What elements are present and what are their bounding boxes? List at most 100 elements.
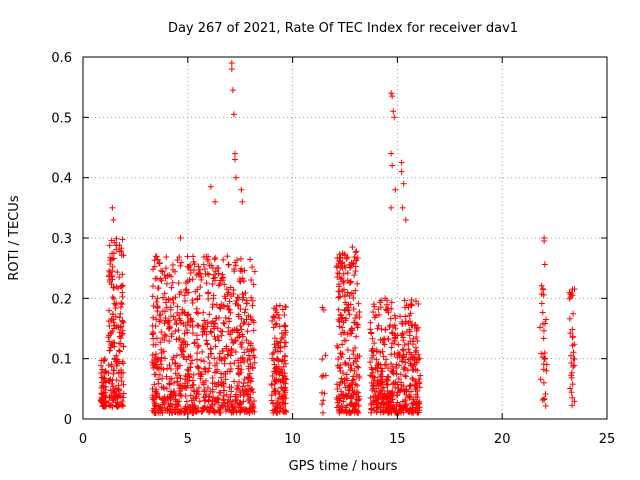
data-point xyxy=(225,328,232,335)
data-point xyxy=(233,174,240,181)
data-point xyxy=(174,374,181,381)
data-point xyxy=(320,397,327,404)
data-point xyxy=(211,333,218,340)
data-point xyxy=(349,244,356,251)
data-point xyxy=(392,384,399,391)
data-point xyxy=(389,369,396,376)
data-point xyxy=(162,275,169,282)
data-point xyxy=(241,319,248,326)
data-point xyxy=(413,333,420,340)
data-point xyxy=(388,90,395,97)
data-point xyxy=(119,327,126,334)
data-point xyxy=(389,162,396,169)
data-point xyxy=(319,304,326,311)
data-point xyxy=(395,349,402,356)
data-point xyxy=(216,354,223,361)
data-point xyxy=(216,280,223,287)
data-point xyxy=(120,394,127,401)
data-point xyxy=(233,396,240,403)
data-point xyxy=(355,364,362,371)
data-point xyxy=(250,327,257,334)
data-point xyxy=(385,374,392,381)
data-point xyxy=(251,354,258,361)
data-point xyxy=(388,329,395,336)
data-point xyxy=(378,378,385,385)
data-point xyxy=(390,404,397,411)
data-point xyxy=(378,399,385,406)
data-point xyxy=(106,322,113,329)
data-point xyxy=(208,329,215,336)
data-point xyxy=(232,262,239,269)
data-point xyxy=(407,382,414,389)
data-point xyxy=(538,350,545,357)
data-point xyxy=(149,394,156,401)
data-point xyxy=(248,347,255,354)
data-point xyxy=(393,365,400,372)
data-point xyxy=(342,360,349,367)
data-point xyxy=(570,363,577,370)
data-point xyxy=(233,409,240,416)
data-point xyxy=(195,384,202,391)
data-point xyxy=(118,323,125,330)
data-point xyxy=(204,341,211,348)
axes: 0 5 10 15 20 25 0 0.1 0.2 0.3 0.4 0.5 0.6 xyxy=(51,51,615,447)
data-point xyxy=(216,304,223,311)
data-point xyxy=(407,405,414,412)
data-point xyxy=(368,347,375,354)
data-point xyxy=(198,274,205,281)
data-point xyxy=(177,262,184,269)
data-point xyxy=(247,256,254,263)
data-point xyxy=(413,402,420,409)
data-point xyxy=(375,383,382,390)
data-point xyxy=(239,275,246,282)
data-point xyxy=(382,295,389,302)
data-point xyxy=(386,395,393,402)
data-point xyxy=(151,263,158,270)
data-point xyxy=(389,323,396,330)
data-point xyxy=(212,398,219,405)
data-point xyxy=(268,397,275,404)
data-point xyxy=(249,346,256,353)
data-point xyxy=(275,342,282,349)
y-tick-label: 0 xyxy=(64,413,72,428)
data-point xyxy=(200,405,207,412)
data-point xyxy=(221,303,228,310)
data-point xyxy=(391,114,398,121)
data-point xyxy=(271,335,278,342)
data-point xyxy=(211,277,218,284)
data-point xyxy=(390,108,397,115)
data-point xyxy=(153,253,160,260)
data-point xyxy=(170,299,177,306)
data-point xyxy=(153,316,160,323)
y-tick-label: 0.3 xyxy=(51,232,72,247)
data-point xyxy=(400,347,407,354)
data-point xyxy=(401,403,408,410)
data-point xyxy=(335,294,342,301)
data-point xyxy=(187,392,194,399)
data-point xyxy=(388,360,395,367)
data-point xyxy=(201,397,208,404)
data-point xyxy=(193,332,200,339)
data-point xyxy=(172,328,179,335)
data-point xyxy=(367,372,374,379)
data-point xyxy=(385,336,392,343)
data-point xyxy=(156,394,163,401)
data-point xyxy=(187,360,194,367)
data-point xyxy=(219,277,226,284)
data-point xyxy=(203,337,210,344)
data-point xyxy=(161,336,168,343)
data-point xyxy=(213,315,220,322)
data-point xyxy=(322,352,329,359)
data-point xyxy=(343,375,350,382)
data-point xyxy=(172,316,179,323)
data-point xyxy=(237,322,244,329)
data-point xyxy=(374,362,381,369)
data-point xyxy=(106,277,113,284)
data-point xyxy=(214,325,221,332)
data-point xyxy=(228,336,235,343)
data-point xyxy=(347,264,354,271)
data-point xyxy=(163,333,170,340)
data-point xyxy=(347,366,354,373)
data-point xyxy=(200,261,207,268)
data-point xyxy=(413,298,420,305)
